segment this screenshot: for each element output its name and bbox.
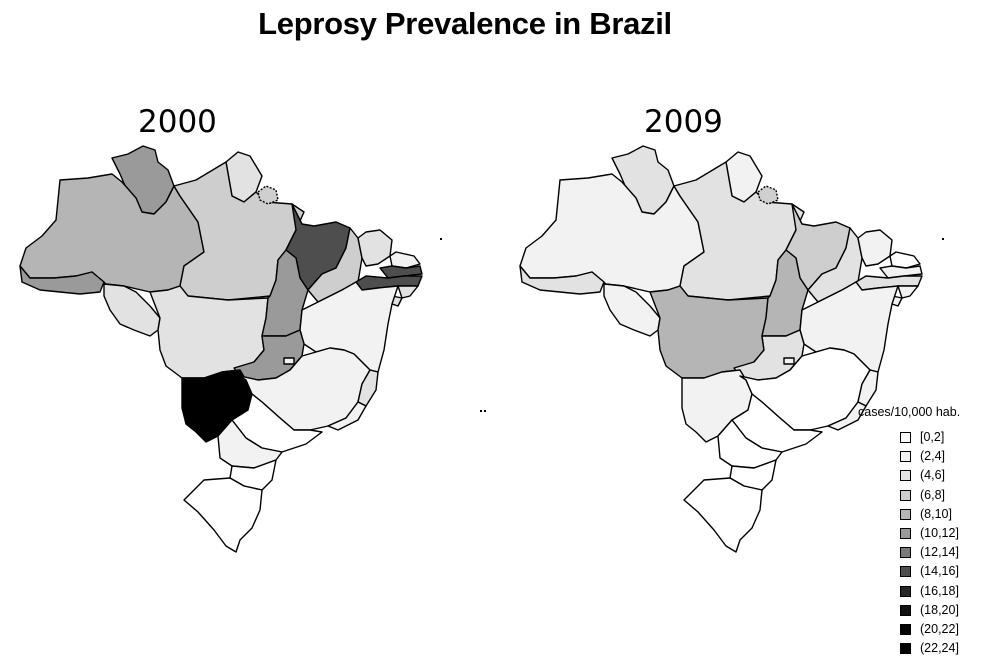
legend-label: (18,20] (920, 602, 959, 617)
state-am (19, 173, 205, 293)
state-al (397, 285, 419, 299)
state-am (519, 173, 705, 293)
legend-swatch (900, 623, 911, 635)
map-artifact-dot (480, 410, 482, 412)
legend-swatch (900, 547, 911, 559)
legend-label: (20,22] (920, 621, 959, 636)
legend-item: (14,16] (900, 562, 998, 581)
state-rn (389, 251, 421, 269)
legend-items: [0,2] (2,4] (4,6] (6,8] (8,10] (10,12] (12,14]… (900, 428, 998, 658)
legend-title: cases/10,000 hab. (858, 405, 961, 419)
legend-item: (22,24] (900, 639, 998, 658)
legend-item: (18,20] (900, 601, 998, 620)
legend-item: (10,12] (900, 524, 998, 543)
island-marajo (257, 185, 279, 205)
legend-item: (12,14] (900, 543, 998, 562)
legend-label: [0,2] (920, 430, 945, 445)
legend-label: (8,10] (920, 506, 952, 521)
legend-label: (12,14] (920, 545, 959, 560)
legend-label: (2,4] (920, 449, 946, 464)
legend-swatch (900, 489, 911, 501)
legend-swatch (900, 604, 911, 616)
map-year-label-2000: 2000 (138, 104, 217, 140)
state-ce (857, 229, 893, 267)
state-df (283, 357, 295, 365)
map-2009 (519, 145, 923, 553)
legend-swatch (900, 470, 911, 482)
state-rj (827, 401, 867, 431)
state-al (897, 285, 919, 299)
state-rs (183, 477, 263, 553)
map-year-label-2009: 2009 (644, 104, 723, 140)
map-artifact-dot (484, 410, 486, 412)
legend-swatch (900, 432, 911, 444)
state-ac (19, 265, 105, 295)
legend-item: (16,18] (900, 582, 998, 601)
legend-label: (14,16] (920, 564, 959, 579)
legend-swatch (900, 643, 911, 655)
state-rj (327, 401, 367, 431)
state-ro (103, 283, 161, 337)
legend-item: (6,8] (900, 486, 998, 505)
legend-item: (8,10] (900, 505, 998, 524)
legend-item: (20,22] (900, 620, 998, 639)
map-2000 (19, 145, 423, 553)
state-ro (603, 283, 661, 337)
legend-swatch (900, 451, 911, 463)
legend-swatch (900, 566, 911, 578)
legend-label: (6,8] (920, 487, 946, 502)
state-pr (217, 419, 283, 469)
legend-label: (16,18] (920, 583, 959, 598)
legend-swatch (900, 508, 911, 520)
state-df (783, 357, 795, 365)
island-marajo (757, 185, 779, 205)
legend-label: (22,24] (920, 641, 959, 656)
state-ac (519, 265, 605, 295)
legend: cases/10,000 hab. [0,2] (2,4] (4,6] (6,8] (8… (858, 403, 998, 658)
state-rn (889, 251, 921, 269)
state-pr (717, 419, 783, 469)
legend-item: (4,6] (900, 466, 998, 485)
legend-swatch (900, 585, 911, 597)
legend-label: (4,6] (920, 468, 946, 483)
legend-item: [0,2] (900, 428, 998, 447)
legend-swatch (900, 528, 911, 540)
legend-item: (2,4] (900, 447, 998, 466)
state-ce (357, 229, 393, 267)
legend-label: (10,12] (920, 526, 959, 541)
page-title: Leprosy Prevalence in Brazil (258, 6, 672, 41)
map-artifact-dot (440, 238, 442, 240)
state-rs (683, 477, 763, 553)
map-artifact-dot (942, 238, 944, 240)
